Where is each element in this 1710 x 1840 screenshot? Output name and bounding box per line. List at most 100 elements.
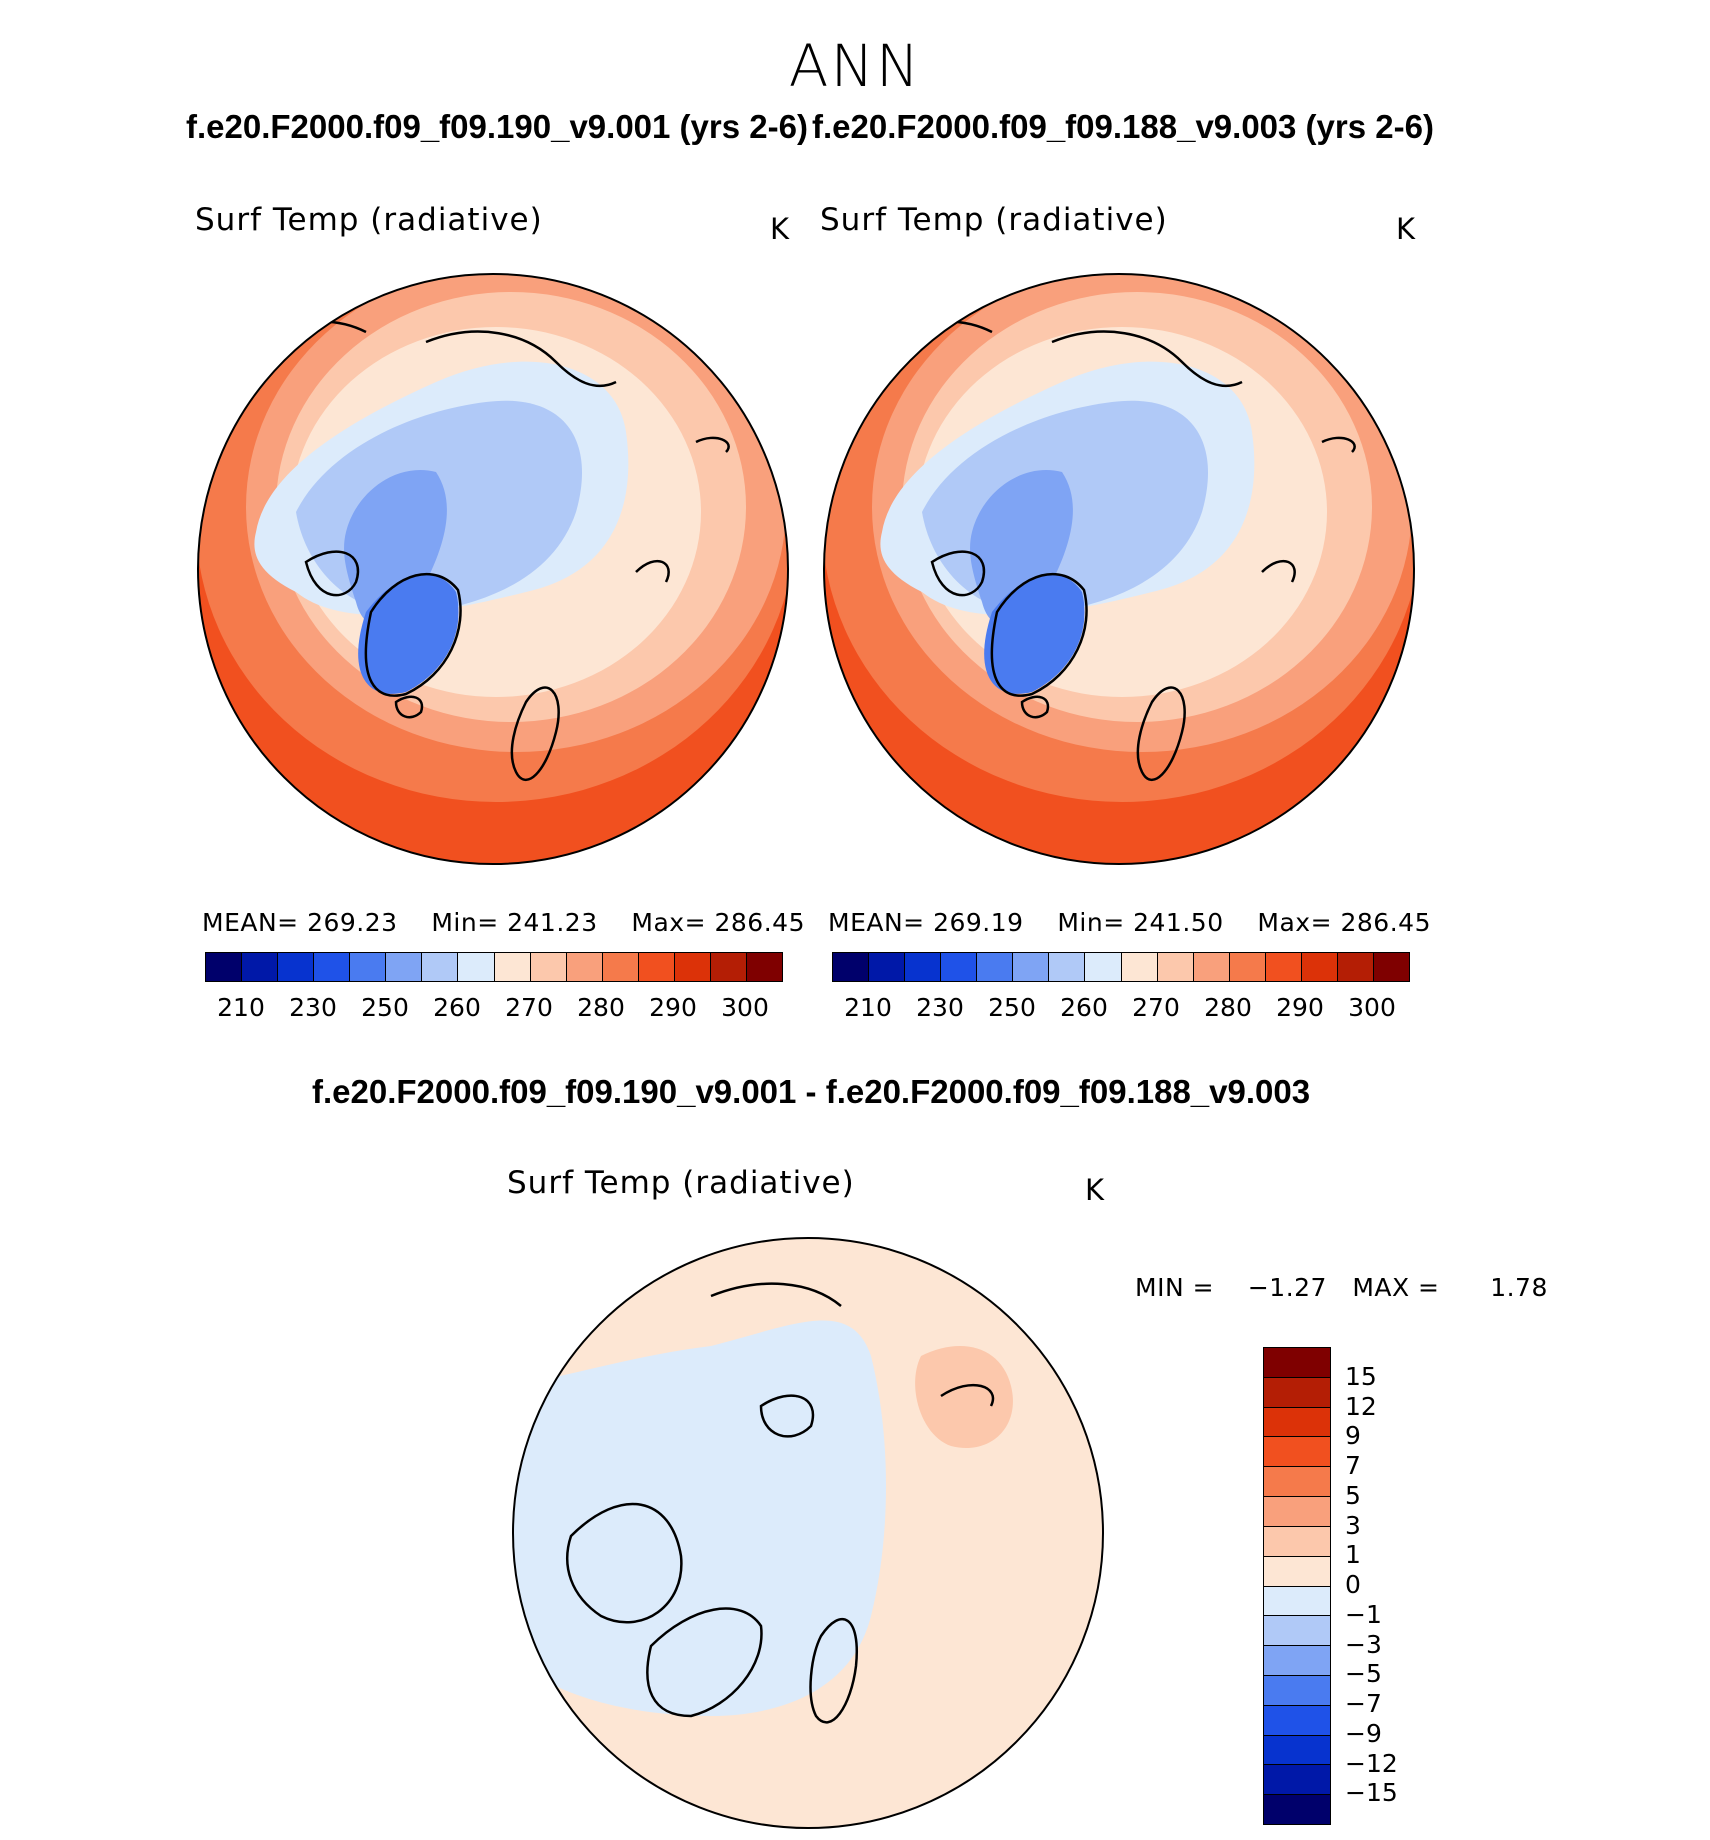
left-case-title: f.e20.F2000.f09_f09.190_v9.001 (yrs 2-6) <box>186 108 808 145</box>
right-colorbar-swatch <box>1049 953 1086 981</box>
diff-min-label: MIN = <box>1135 1273 1215 1302</box>
left-colorbar-swatch <box>602 953 639 981</box>
right-min-value: 241.50 <box>1133 908 1224 937</box>
left-units-label: K <box>770 212 790 246</box>
left-colorbar-swatch <box>494 953 531 981</box>
difference-polar-map <box>512 1237 1104 1829</box>
difference-title: f.e20.F2000.f09_f09.190_v9.001 - f.e20.F… <box>312 1073 1311 1110</box>
diff-colorbar-swatch <box>1264 1765 1330 1796</box>
diff-colorbar-tick-label: 3 <box>1345 1510 1361 1540</box>
right-colorbar-swatch <box>941 953 978 981</box>
left-max-label: Max= <box>631 908 707 937</box>
left-colorbar-tick-label: 280 <box>577 993 625 1022</box>
right-stats: MEAN= 269.19 Min= 241.50 Max= 286.45 <box>828 908 1431 937</box>
right-colorbar-swatch <box>1013 953 1050 981</box>
left-colorbar-swatch <box>638 953 675 981</box>
right-colorbar-tick-label: 300 <box>1348 993 1396 1022</box>
right-colorbar-ticks: 210 230 250 260 270 280 290 300 <box>832 993 1408 1022</box>
right-colorbar-swatch <box>1301 953 1338 981</box>
diff-colorbar-tick-label: −15 <box>1345 1778 1398 1808</box>
left-colorbar-swatch <box>710 953 747 981</box>
diff-colorbar-tick-label: 1 <box>1345 1540 1361 1570</box>
right-colorbar-swatch <box>1085 953 1122 981</box>
left-colorbar-swatch <box>746 953 782 981</box>
right-colorbar-swatch <box>1193 953 1230 981</box>
left-colorbar-tick-label: 250 <box>361 993 409 1022</box>
diff-colorbar-swatch <box>1264 1705 1330 1736</box>
diff-colorbar-swatch <box>1264 1735 1330 1766</box>
diff-min-value: −1.27 <box>1247 1273 1327 1302</box>
diff-max-value: 1.78 <box>1490 1273 1548 1302</box>
left-min-label: Min= <box>431 908 499 937</box>
diff-colorbar-tick-label: −1 <box>1345 1599 1382 1629</box>
diff-colorbar-swatch <box>1264 1616 1330 1647</box>
left-colorbar-ticks: 210 230 250 260 270 280 290 300 <box>205 993 781 1022</box>
left-colorbar-tick-label: 210 <box>217 993 265 1022</box>
diff-colorbar-swatch <box>1264 1467 1330 1498</box>
left-colorbar-swatch <box>350 953 387 981</box>
diff-variable-label: Surf Temp (radiative) <box>507 1165 855 1201</box>
right-colorbar-tick-label: 290 <box>1276 993 1324 1022</box>
diff-colorbar-swatch <box>1264 1556 1330 1587</box>
right-polar-map <box>823 273 1415 865</box>
left-colorbar-tick-label: 300 <box>721 993 769 1022</box>
main-title: ANN <box>788 32 922 100</box>
right-colorbar-tick-label: 280 <box>1204 993 1252 1022</box>
diff-colorbar-swatch <box>1264 1675 1330 1706</box>
right-colorbar-swatch <box>869 953 906 981</box>
right-max-label: Max= <box>1257 908 1333 937</box>
right-colorbar-tick-label: 260 <box>1060 993 1108 1022</box>
diff-stats: MIN = −1.27 MAX = 1.78 <box>1135 1273 1548 1302</box>
diff-colorbar-tick-label: 9 <box>1345 1421 1361 1451</box>
diff-colorbar-tick-label: 15 <box>1345 1361 1377 1391</box>
right-colorbar-tick-label: 250 <box>988 993 1036 1022</box>
diff-colorbar-tick-label: 0 <box>1345 1570 1361 1599</box>
left-colorbar-swatch <box>422 953 459 981</box>
right-case-title: f.e20.F2000.f09_f09.188_v9.003 (yrs 2-6) <box>812 108 1434 145</box>
left-colorbar <box>205 952 783 982</box>
left-colorbar-tick-label: 290 <box>649 993 697 1022</box>
left-colorbar-swatch <box>206 953 243 981</box>
left-min-value: 241.23 <box>507 908 598 937</box>
diff-colorbar-tick-label: 7 <box>1345 1451 1361 1480</box>
diff-colorbar-swatch <box>1264 1377 1330 1408</box>
left-stats: MEAN= 269.23 Min= 241.23 Max= 286.45 <box>202 908 805 937</box>
difference-colorbar-ticks: 15 12 9 7 5 3 1 0 −1 −3 −5 −7 −9 −12 −15 <box>1345 1347 1435 1823</box>
left-colorbar-tick-label: 230 <box>289 993 337 1022</box>
left-colorbar-swatch <box>278 953 315 981</box>
right-colorbar-swatch <box>977 953 1014 981</box>
left-colorbar-tick-label: 270 <box>505 993 553 1022</box>
right-colorbar-tick-label: 230 <box>916 993 964 1022</box>
diff-colorbar-swatch <box>1264 1526 1330 1557</box>
right-colorbar-swatch <box>1337 953 1374 981</box>
left-colorbar-swatch <box>242 953 279 981</box>
diff-colorbar-tick-label: 12 <box>1345 1391 1377 1421</box>
right-mean-value: 269.19 <box>933 908 1024 937</box>
left-max-value: 286.45 <box>714 908 805 937</box>
left-colorbar-swatch <box>674 953 711 981</box>
right-colorbar-swatch <box>905 953 942 981</box>
difference-colorbar <box>1263 1347 1331 1825</box>
diff-colorbar-swatch <box>1264 1646 1330 1676</box>
left-colorbar-tick-label: 260 <box>433 993 481 1022</box>
left-colorbar-swatch <box>530 953 567 981</box>
diff-colorbar-swatch <box>1264 1497 1330 1527</box>
left-colorbar-swatch <box>566 953 603 981</box>
diff-colorbar-swatch <box>1264 1437 1330 1468</box>
left-colorbar-swatch <box>458 953 495 981</box>
diff-colorbar-swatch <box>1264 1795 1330 1824</box>
left-mean-value: 269.23 <box>307 908 398 937</box>
diff-colorbar-tick-label: −5 <box>1345 1659 1382 1689</box>
left-mean-label: MEAN= <box>202 908 299 937</box>
right-mean-label: MEAN= <box>828 908 925 937</box>
right-colorbar-tick-label: 270 <box>1132 993 1180 1022</box>
right-colorbar-swatch <box>1373 953 1409 981</box>
diff-colorbar-tick-label: −3 <box>1345 1629 1382 1659</box>
right-colorbar-swatch <box>1157 953 1194 981</box>
right-colorbar-swatch <box>1121 953 1158 981</box>
left-variable-label: Surf Temp (radiative) <box>195 202 543 238</box>
diff-colorbar-swatch <box>1264 1407 1330 1438</box>
right-colorbar-swatch <box>833 953 870 981</box>
diff-colorbar-tick-label: −7 <box>1345 1689 1382 1718</box>
right-colorbar-tick-label: 210 <box>844 993 892 1022</box>
